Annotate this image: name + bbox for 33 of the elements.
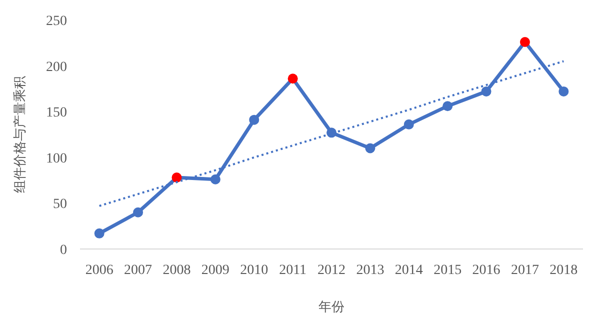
x-tick-label: 2007 <box>124 263 152 278</box>
x-tick-label: 2018 <box>550 263 578 278</box>
x-tick-label: 2012 <box>318 263 346 278</box>
x-tick-label: 2008 <box>162 263 191 278</box>
point <box>210 174 220 184</box>
y-tick-label: 250 <box>46 14 67 29</box>
point <box>172 172 182 183</box>
x-tick-label: 2013 <box>356 263 384 278</box>
x-tick-label: 2016 <box>472 263 500 278</box>
y-tick-label: 50 <box>53 197 67 212</box>
point <box>404 119 414 130</box>
y-tick-label: 200 <box>46 60 67 75</box>
y-axis-title: 组件价格与产量乘积 <box>13 76 28 193</box>
point <box>520 36 530 47</box>
point <box>94 228 104 238</box>
point <box>365 143 376 154</box>
x-tick-label: 2015 <box>434 263 462 278</box>
point <box>442 101 453 112</box>
x-tick-label: 2006 <box>85 263 114 278</box>
x-tick-label: 2011 <box>279 263 307 278</box>
x-axis-title: 年份 <box>318 300 344 315</box>
y-tick-label: 0 <box>60 243 67 258</box>
point <box>288 74 298 84</box>
y-tick-label: 100 <box>46 151 67 166</box>
point <box>133 207 144 218</box>
y-tick-label: 150 <box>46 106 67 121</box>
point <box>481 86 492 96</box>
point <box>558 86 569 96</box>
x-tick-label: 2010 <box>240 263 268 278</box>
point <box>249 114 260 125</box>
x-tick-label: 2009 <box>201 263 230 278</box>
x-tick-label: 2017 <box>510 263 539 278</box>
x-tick-label: 2014 <box>394 263 423 278</box>
